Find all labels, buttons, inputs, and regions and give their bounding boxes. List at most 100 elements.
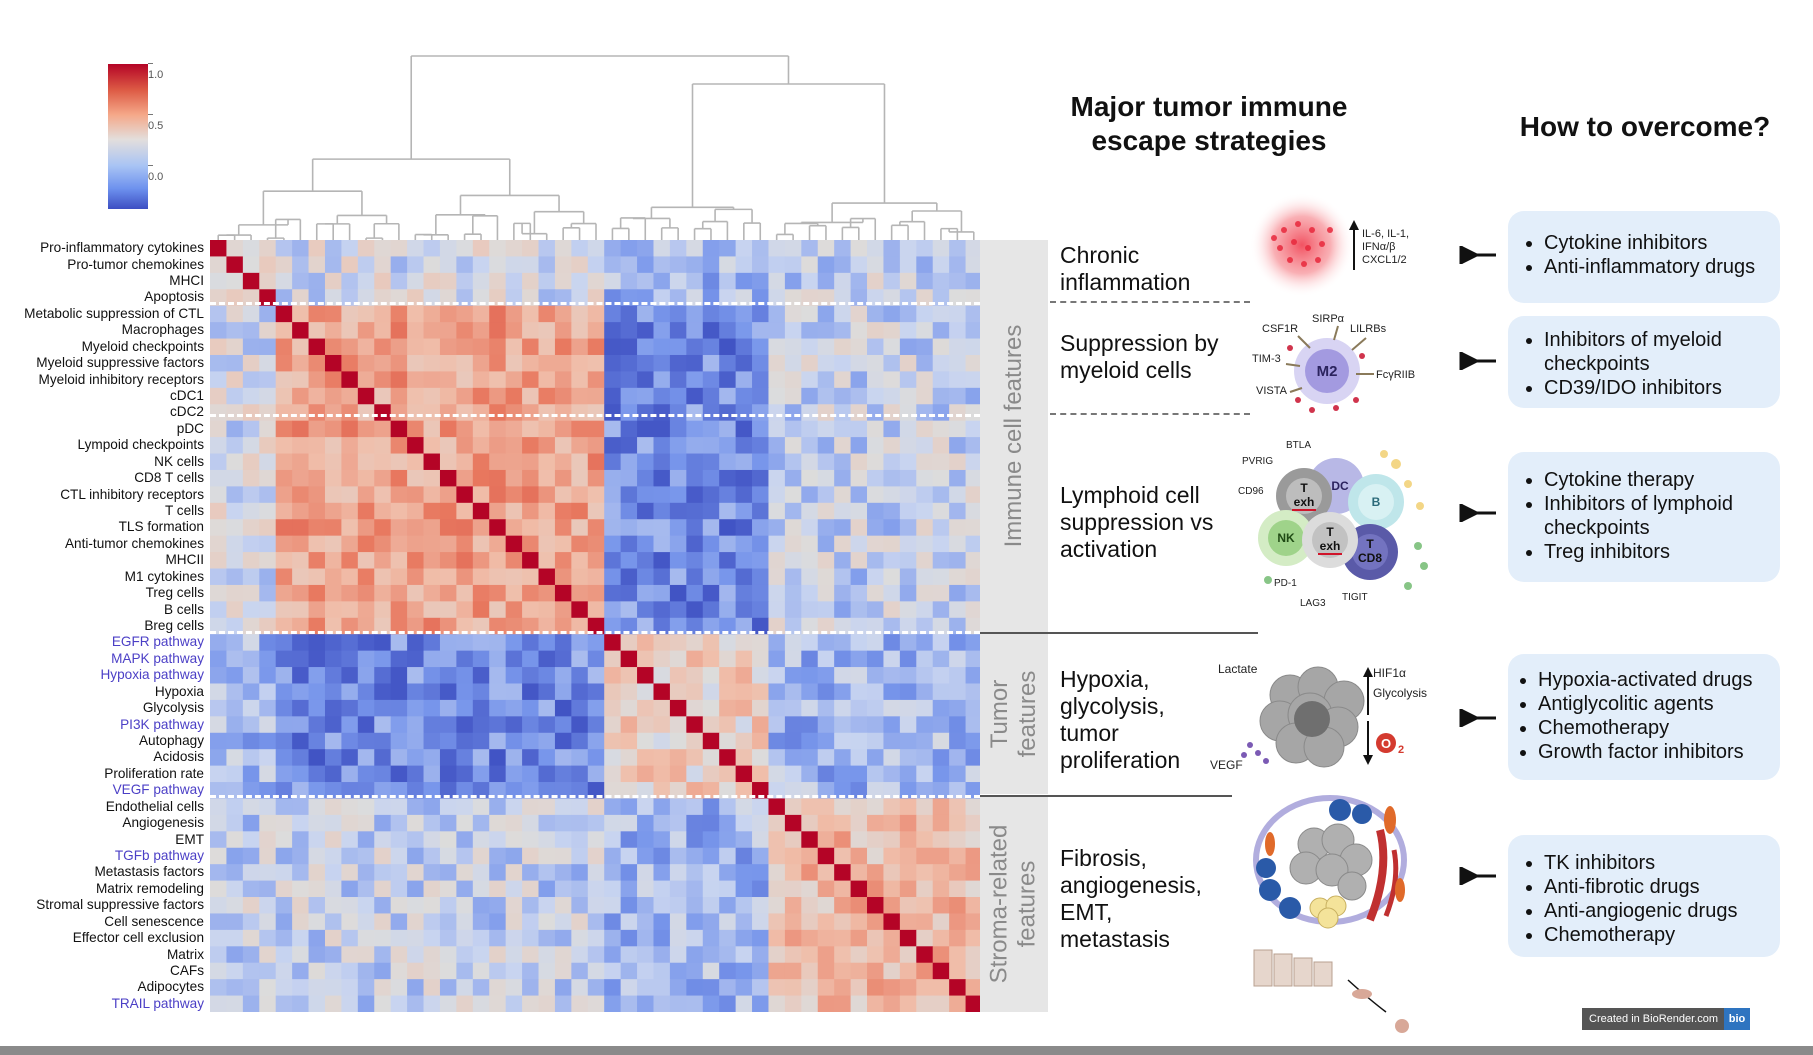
heatmap-cell (489, 782, 507, 799)
heatmap-cell (702, 765, 720, 783)
heatmap-cell (899, 716, 917, 734)
texh-cell-2-t: T (1326, 525, 1334, 539)
heatmap-cell (620, 798, 638, 816)
heatmap-cell (472, 305, 490, 323)
heatmap-cell (604, 814, 622, 832)
heatmap-cell (916, 371, 934, 389)
heatmap-cell (883, 502, 901, 520)
heatmap-cell (505, 502, 523, 520)
heatmap-cell (949, 995, 966, 1012)
heatmap-cell (784, 814, 802, 832)
heatmap-cell (226, 404, 244, 422)
heatmap-cell (686, 798, 704, 816)
b-cell-label: B (1372, 495, 1381, 509)
heatmap-cell (554, 913, 572, 931)
row-label: CTL inhibitory receptors (60, 486, 204, 502)
heatmap-cell (554, 617, 572, 635)
heatmap-cell (538, 240, 556, 257)
heatmap-cell (932, 584, 950, 602)
heatmap-cell (324, 387, 342, 405)
heatmap-cell (308, 322, 326, 339)
heatmap-cell (949, 979, 966, 996)
heatmap-cell (916, 667, 934, 684)
heatmap-cell (899, 798, 917, 816)
heatmap-cell (620, 584, 638, 602)
heatmap-cell (604, 535, 622, 553)
heatmap-cell (817, 732, 835, 750)
heatmap-cell (554, 782, 572, 799)
heatmap-cell (456, 765, 474, 783)
heatmap-cell (850, 256, 868, 274)
heatmap-cell (242, 617, 260, 635)
heatmap-cell (653, 962, 671, 980)
heatmap-cell (669, 962, 687, 980)
heatmap-cell (242, 322, 260, 339)
heatmap-cell (653, 354, 671, 372)
heatmap-cell (472, 272, 490, 290)
heatmap-cell (653, 404, 671, 422)
heatmap-cell (637, 847, 654, 865)
heatmap-cell (259, 502, 277, 520)
heatmap-cell (965, 847, 980, 865)
heatmap-cell (817, 864, 835, 881)
heatmap-cell (210, 732, 227, 750)
heatmap-cell (702, 371, 720, 389)
heatmap-cell (669, 535, 687, 553)
heatmap-cell (949, 240, 966, 257)
heatmap-cell (292, 387, 309, 405)
heatmap-cell (834, 913, 851, 931)
heatmap-cell (374, 667, 392, 684)
heatmap-cell (637, 962, 654, 980)
therapy-item: Chemotherapy (1544, 923, 1780, 947)
biorender-badge[interactable]: Created in BioRender.com bio (1582, 1008, 1750, 1030)
heatmap-cell (587, 880, 605, 898)
heatmap-cell (883, 847, 901, 865)
heatmap-cell (571, 305, 589, 323)
heatmap-cell (719, 716, 737, 734)
inhibit-arrow (1459, 867, 1496, 885)
heatmap-cell (456, 946, 474, 964)
heatmap-cell (407, 256, 424, 274)
heatmap-cell (357, 552, 375, 569)
heatmap-cell (423, 338, 441, 356)
heatmap-cell (489, 831, 507, 849)
heatmap-cell (719, 864, 737, 881)
heatmap-cell (702, 535, 720, 553)
heatmap-cell (867, 568, 884, 586)
heatmap-cell (538, 847, 556, 865)
heatmap-cell (374, 469, 392, 487)
heatmap-cell (538, 880, 556, 898)
heatmap-cell (538, 552, 556, 569)
heatmap-cell (899, 847, 917, 865)
heatmap-cell (653, 240, 671, 257)
heatmap-cell (883, 699, 901, 717)
heatmap-cell (374, 502, 392, 520)
heatmap-cell (407, 617, 424, 635)
heatmap-cell (390, 798, 408, 816)
heatmap-cell (259, 371, 277, 389)
row-label: Pro-inflammatory cytokines (40, 240, 204, 256)
heatmap-cell (423, 535, 441, 553)
heatmap-cell (899, 831, 917, 849)
heatmap-cell (637, 519, 654, 537)
heatmap-cell (390, 667, 408, 684)
heatmap-cell (538, 814, 556, 832)
heatmap-cell (735, 535, 753, 553)
heatmap-cell (587, 798, 605, 816)
heatmap-cell (374, 683, 392, 701)
heatmap-cell (653, 617, 671, 635)
heatmap-cell (292, 453, 309, 471)
heatmap-cell (752, 371, 769, 389)
heatmap-cell (702, 437, 720, 454)
heatmap-cell (324, 732, 342, 750)
heatmap-cell (834, 256, 851, 274)
heatmap-cell (538, 782, 556, 799)
heatmap-cell (735, 699, 753, 717)
heatmap-cell (965, 404, 980, 422)
heatmap-cell (916, 699, 934, 717)
heatmap-cell (587, 387, 605, 405)
heatmap-cell (538, 716, 556, 734)
heatmap-cell (472, 469, 490, 487)
heatmap-cell (899, 256, 917, 274)
heatmap-cell (669, 256, 687, 274)
